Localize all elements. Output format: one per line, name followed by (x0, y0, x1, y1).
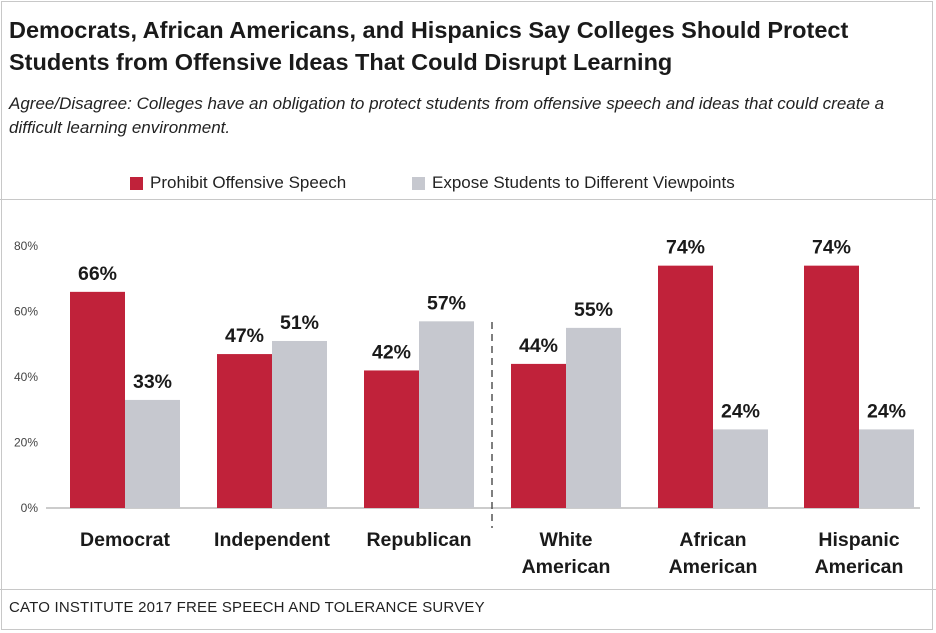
bar-value-label: 42% (372, 341, 411, 363)
chart-subtitle: Agree/Disagree: Colleges have an obligat… (9, 94, 885, 137)
category-label: Democrat (80, 529, 170, 551)
y-tick-label: 20% (14, 436, 38, 450)
bar-value-label: 33% (133, 371, 172, 393)
bar-value-label: 51% (280, 312, 319, 334)
source-note: CATO INSTITUTE 2017 FREE SPEECH AND TOLE… (9, 599, 485, 616)
y-tick-label: 80% (14, 239, 38, 253)
bar-value-label: 24% (867, 400, 906, 422)
category-label: White (539, 529, 592, 551)
bar-prohibit (511, 363, 566, 508)
bar-prohibit (217, 354, 272, 508)
bar-prohibit (804, 265, 859, 508)
footer-divider (0, 589, 936, 590)
category-label: Independent (214, 529, 330, 551)
legend-swatch-expose (412, 176, 425, 190)
category-label: Hispanic (818, 529, 899, 551)
bar-expose (566, 327, 621, 508)
category-label: American (669, 556, 758, 578)
bar-value-label: 44% (519, 335, 558, 357)
chart-title: Democrats, African Americans, and Hispan… (9, 17, 849, 75)
bar-value-label: 74% (812, 237, 851, 259)
bar-prohibit (70, 291, 125, 508)
y-tick-label: 60% (14, 305, 38, 319)
bar-value-label: 66% (78, 263, 117, 285)
y-tick-label: 40% (14, 370, 38, 384)
bar-expose (859, 429, 914, 508)
category-label: American (522, 556, 611, 578)
legend: Prohibit Offensive Speech Expose Student… (0, 172, 936, 194)
category-label: American (815, 556, 904, 578)
category-label: Republican (366, 529, 471, 551)
bar-expose (125, 399, 180, 508)
bar-value-label: 24% (721, 400, 760, 422)
y-tick-label: 0% (21, 501, 39, 515)
legend-swatch-prohibit (130, 176, 143, 190)
legend-item-prohibit: Prohibit Offensive Speech (130, 172, 346, 194)
bar-expose (713, 429, 768, 508)
bar-expose (419, 321, 474, 508)
header-divider (0, 199, 936, 200)
legend-label-expose: Expose Students to Different Viewpoints (432, 173, 735, 192)
bar-prohibit (658, 265, 713, 508)
bar-value-label: 47% (225, 325, 264, 347)
bar-value-label: 74% (666, 237, 705, 259)
legend-label-prohibit: Prohibit Offensive Speech (150, 173, 347, 192)
bar-value-label: 55% (574, 299, 613, 321)
bar-prohibit (364, 370, 419, 508)
bar-expose (272, 340, 327, 508)
category-label: African (679, 529, 746, 551)
bar-value-label: 57% (427, 292, 466, 314)
legend-item-expose: Expose Students to Different Viewpoints (412, 172, 735, 194)
